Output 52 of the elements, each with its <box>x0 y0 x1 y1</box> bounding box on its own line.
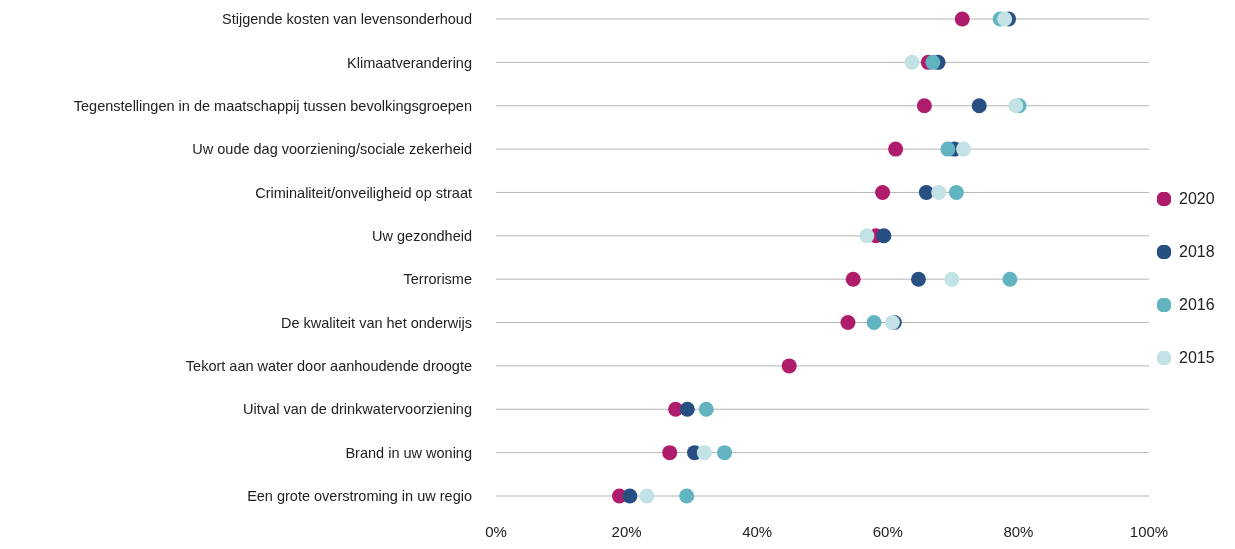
x-tick-label: 20% <box>611 522 642 540</box>
point <box>679 401 695 417</box>
point <box>971 98 987 114</box>
y-tick-label: De kwaliteit van het onderwijs <box>280 314 472 331</box>
point <box>888 141 904 157</box>
point <box>698 401 714 417</box>
y-tick-label: Tegenstellingen in de maatschappij tussen bevolkingsgroepen <box>73 97 472 114</box>
y-tick-label: Uitval van de drinkwatervoorziening <box>243 401 472 418</box>
y-tick-label: Uw gezondheid <box>372 227 472 244</box>
point <box>948 184 964 200</box>
point <box>944 271 960 287</box>
y-tick-label: Een grote overstroming in uw regio <box>247 488 472 505</box>
point <box>931 184 947 200</box>
point <box>925 54 941 70</box>
point <box>781 358 797 374</box>
point <box>679 488 695 504</box>
legend-label: 2016 <box>1179 296 1215 314</box>
point <box>866 315 882 331</box>
point <box>696 445 712 461</box>
legend-label: 2018 <box>1179 243 1215 261</box>
point <box>904 54 920 70</box>
point <box>916 98 932 114</box>
point <box>840 315 856 331</box>
point <box>954 11 970 27</box>
x-tick-label: 60% <box>872 522 903 540</box>
point <box>875 184 891 200</box>
x-tick-label: 40% <box>742 522 773 540</box>
point <box>1002 271 1018 287</box>
y-tick-label: Uw oude dag voorziening/sociale zekerheid <box>192 141 472 158</box>
point <box>940 141 956 157</box>
point <box>622 488 638 504</box>
point <box>639 488 655 504</box>
x-tick-label: 80% <box>1003 522 1034 540</box>
point <box>859 228 875 244</box>
y-tick-label: Stijgende kosten van levensonderhoud <box>222 11 472 28</box>
y-tick-label: Tekort aan water door aanhoudende droogte <box>185 358 472 375</box>
y-tick-label: Klimaatverandering <box>347 54 472 71</box>
point <box>876 228 892 244</box>
y-tick-label: Criminaliteit/onveiligheid op straat <box>255 184 472 201</box>
point <box>910 271 926 287</box>
x-tick-label: 100% <box>1129 522 1169 540</box>
x-tick-label: 0% <box>485 522 507 540</box>
point <box>918 184 934 200</box>
point <box>717 445 733 461</box>
legend-label: 2020 <box>1179 190 1215 208</box>
point <box>956 141 972 157</box>
legend-label: 2015 <box>1179 349 1215 367</box>
point <box>662 445 678 461</box>
y-tick-label: Terrorisme <box>403 271 472 288</box>
point <box>997 11 1013 27</box>
y-tick-label: Brand in uw woning <box>345 444 472 461</box>
point <box>845 271 861 287</box>
